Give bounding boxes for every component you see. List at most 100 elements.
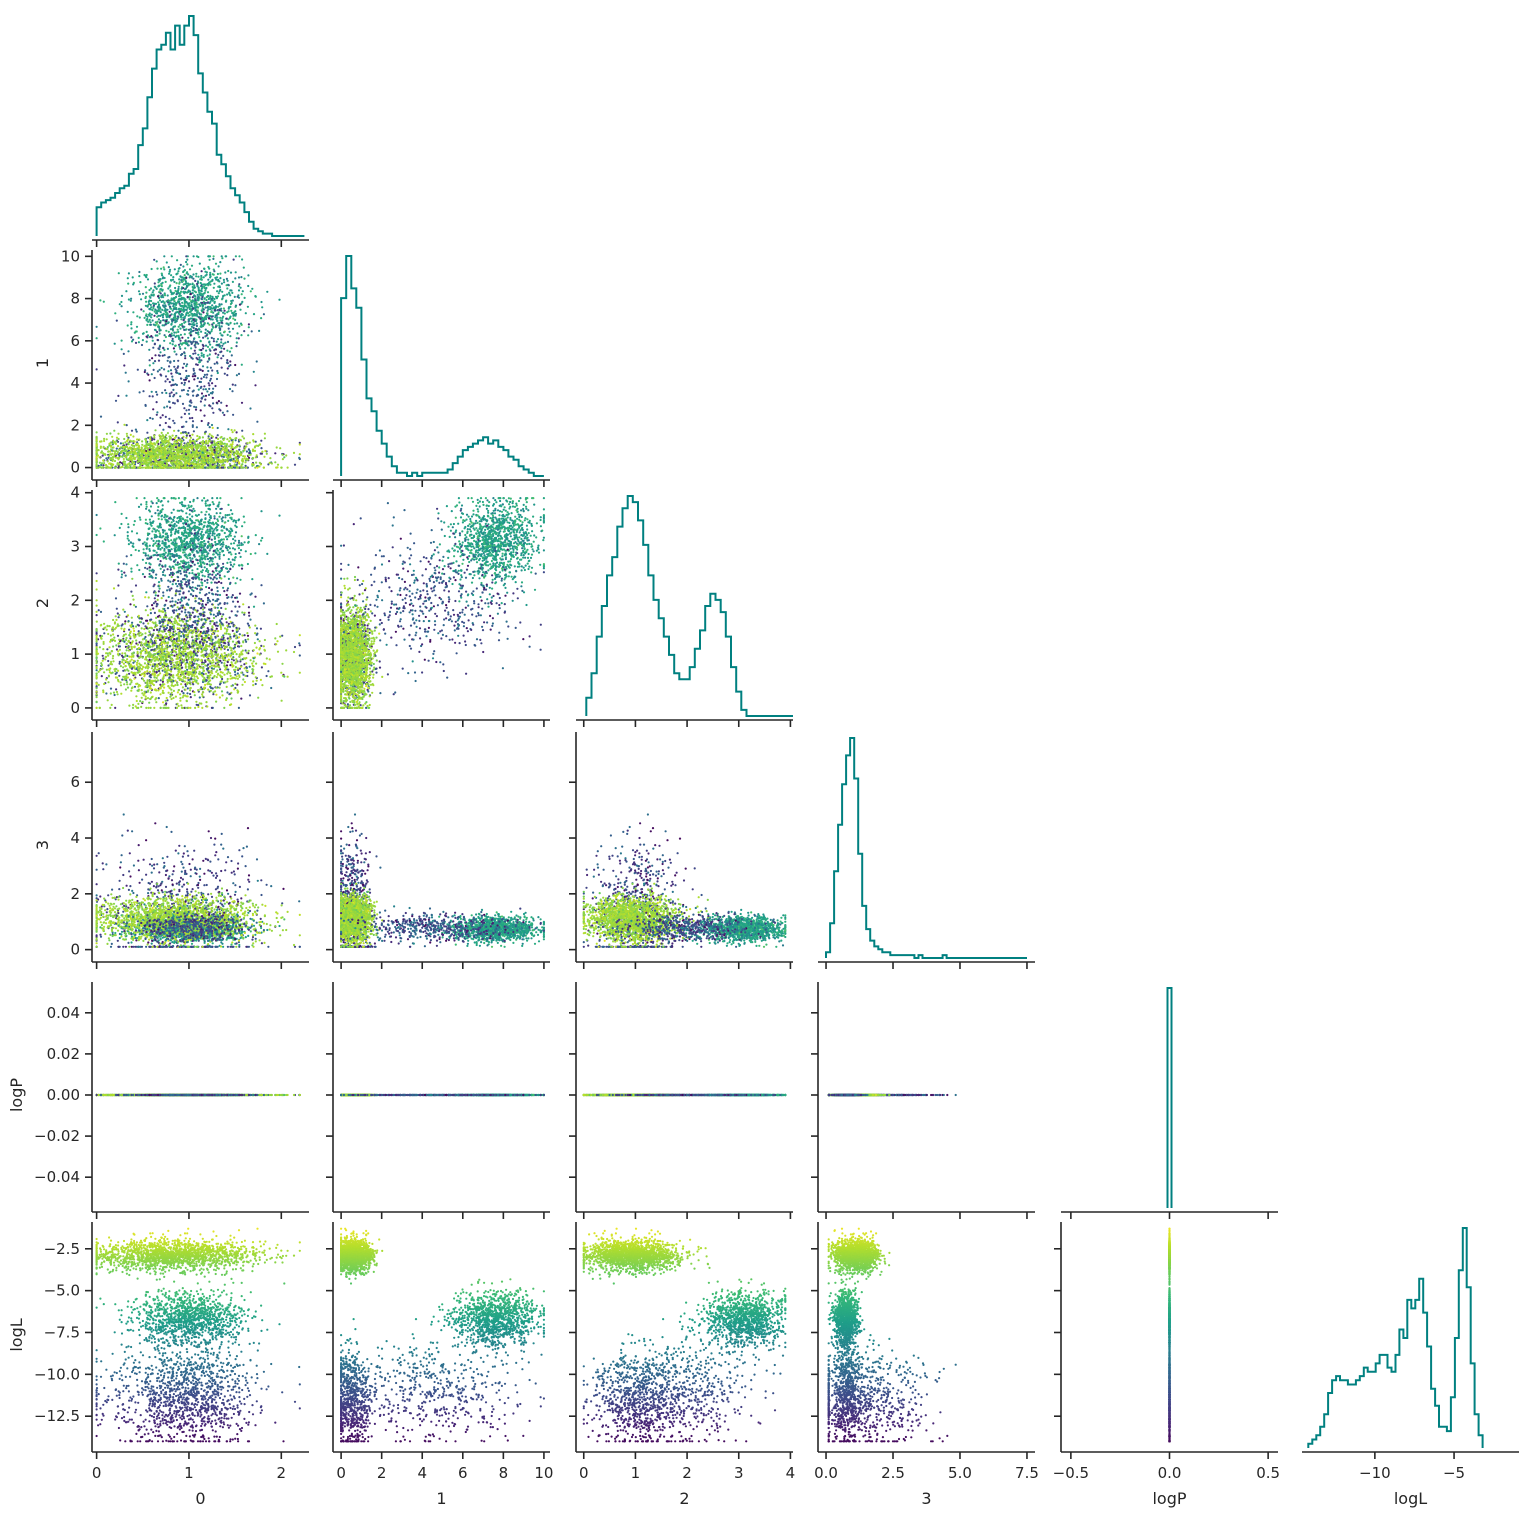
data-point xyxy=(219,277,221,279)
data-point xyxy=(185,437,187,439)
data-point xyxy=(167,294,169,296)
data-point xyxy=(114,460,116,462)
data-point xyxy=(207,266,209,268)
data-point xyxy=(189,275,191,277)
data-point xyxy=(184,269,186,271)
data-point xyxy=(126,458,128,460)
data-point xyxy=(98,449,100,451)
data-point xyxy=(178,326,180,328)
data-point xyxy=(143,310,145,312)
data-point xyxy=(146,316,148,318)
data-point xyxy=(218,292,220,294)
data-point xyxy=(163,302,165,304)
data-point xyxy=(173,281,175,283)
data-point xyxy=(117,433,119,435)
data-point xyxy=(175,296,177,298)
data-point xyxy=(215,318,217,320)
data-point xyxy=(228,308,230,310)
data-point xyxy=(169,289,171,291)
data-point xyxy=(197,296,199,298)
data-point xyxy=(207,445,209,447)
data-point xyxy=(180,298,182,300)
data-point xyxy=(127,324,129,326)
data-point xyxy=(230,310,232,312)
data-point xyxy=(187,337,189,339)
data-point xyxy=(204,433,206,435)
data-point xyxy=(174,268,176,270)
data-point xyxy=(229,316,231,318)
data-point xyxy=(178,286,180,288)
data-point xyxy=(238,461,240,463)
data-point xyxy=(147,278,149,280)
data-point xyxy=(241,364,243,366)
data-point xyxy=(207,442,209,444)
data-point xyxy=(223,281,225,283)
data-point xyxy=(234,457,236,459)
data-point xyxy=(156,268,158,270)
data-point xyxy=(228,440,230,442)
data-point xyxy=(217,313,219,315)
data-point xyxy=(162,304,164,306)
data-point xyxy=(245,312,247,314)
data-point xyxy=(152,289,154,291)
data-point xyxy=(221,283,223,285)
data-point xyxy=(103,438,105,440)
data-point xyxy=(214,277,216,279)
data-point xyxy=(219,261,221,263)
data-point xyxy=(178,437,180,439)
data-point xyxy=(247,334,249,336)
data-point xyxy=(191,323,193,325)
data-point xyxy=(174,287,176,289)
data-point xyxy=(278,299,280,301)
data-point xyxy=(235,271,237,273)
data-point xyxy=(230,289,232,291)
data-point xyxy=(206,312,208,314)
data-point xyxy=(174,308,176,310)
data-point xyxy=(128,272,130,274)
data-point xyxy=(107,457,109,459)
data-point xyxy=(231,312,233,314)
data-point xyxy=(234,277,236,279)
data-point xyxy=(224,342,226,344)
data-point xyxy=(128,298,130,300)
data-point xyxy=(226,350,228,352)
data-point xyxy=(207,346,209,348)
data-point xyxy=(169,342,171,344)
data-point xyxy=(201,290,203,292)
data-point xyxy=(103,301,105,303)
data-point xyxy=(138,337,140,339)
data-point xyxy=(227,334,229,336)
data-point xyxy=(197,331,199,333)
data-point xyxy=(153,324,155,326)
data-point xyxy=(197,299,199,301)
data-point xyxy=(261,453,263,455)
data-point xyxy=(260,440,262,442)
data-point xyxy=(250,290,252,292)
histogram-0 xyxy=(97,16,305,236)
data-point xyxy=(167,287,169,289)
data-point xyxy=(170,308,172,310)
data-point xyxy=(232,281,234,283)
data-point xyxy=(220,319,222,321)
data-point xyxy=(132,311,134,313)
data-point xyxy=(157,301,159,303)
data-point xyxy=(236,337,238,339)
data-point xyxy=(206,366,208,368)
data-point xyxy=(228,292,230,294)
data-point xyxy=(148,289,150,291)
data-point xyxy=(190,347,192,349)
data-point xyxy=(211,304,213,306)
data-point xyxy=(141,447,143,449)
data-point xyxy=(172,299,174,301)
data-point xyxy=(145,313,147,315)
data-point xyxy=(145,296,147,298)
data-point xyxy=(212,258,214,260)
data-point xyxy=(224,271,226,273)
data-point xyxy=(163,268,165,270)
data-point xyxy=(183,311,185,313)
data-point xyxy=(156,312,158,314)
data-point xyxy=(219,322,221,324)
data-point xyxy=(165,434,167,436)
data-point xyxy=(197,354,199,356)
